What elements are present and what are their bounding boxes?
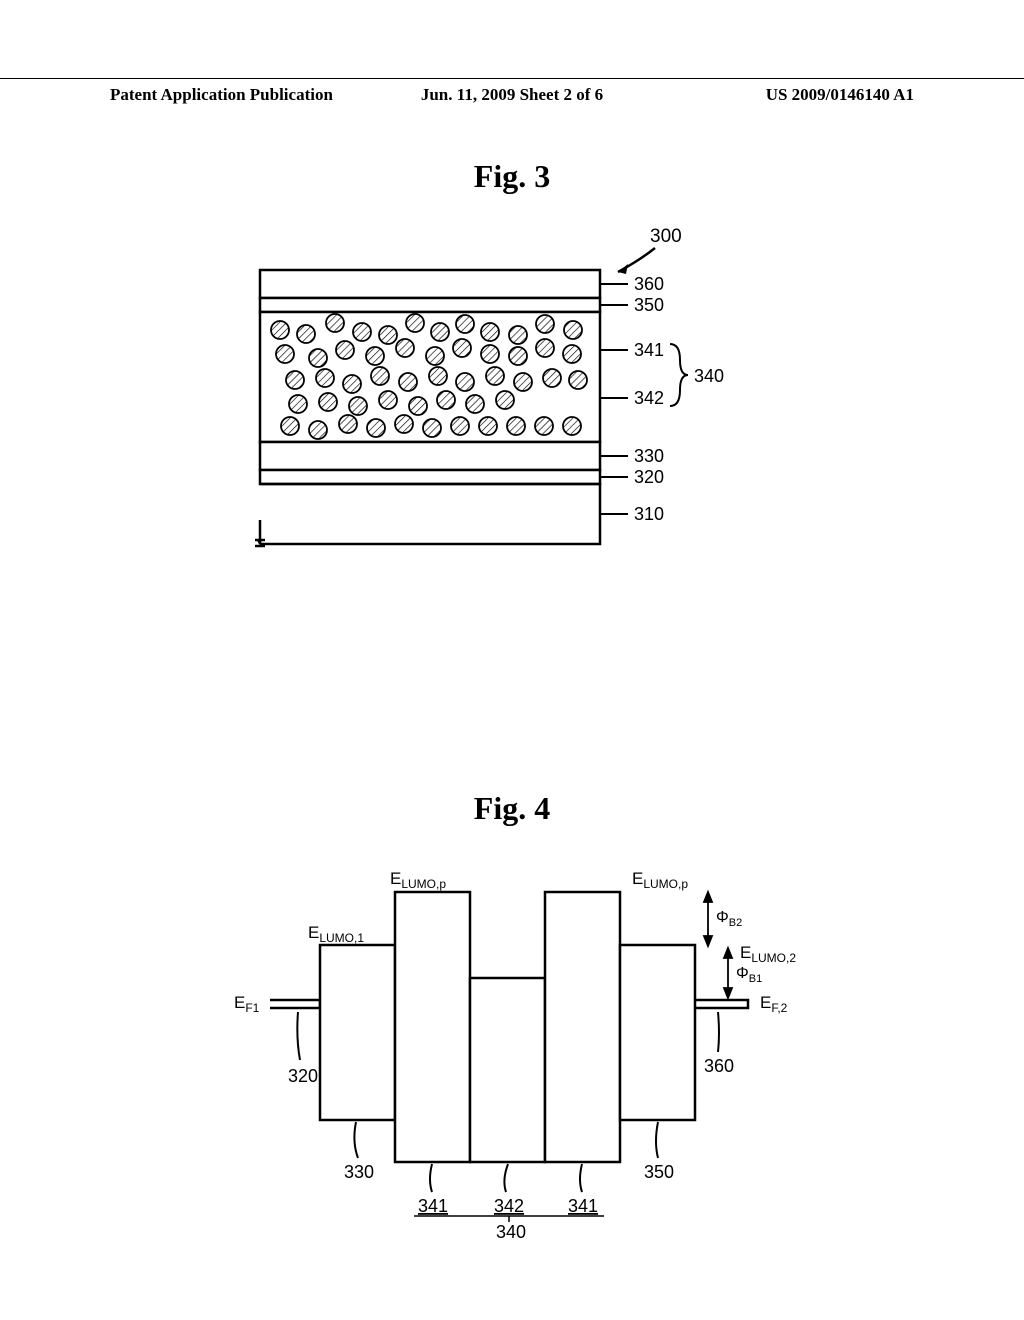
figure-4-title: Fig. 4: [474, 790, 550, 827]
svg-text:EF1: EF1: [234, 993, 260, 1015]
label-350: 350: [634, 295, 664, 315]
svg-text:ELUMO,p: ELUMO,p: [390, 869, 446, 891]
label-320: 320: [634, 467, 664, 487]
ref-342: 342: [494, 1196, 524, 1216]
device-ref-label: 300: [650, 226, 682, 247]
label-340: 340: [694, 366, 724, 386]
svg-text:ELUMO,2: ELUMO,2: [740, 943, 796, 965]
svg-text:ELUMO,1: ELUMO,1: [308, 923, 364, 945]
layer-310-sides: [260, 484, 600, 544]
ref-340: 340: [496, 1222, 526, 1242]
figure-3-title: Fig. 3: [474, 158, 550, 195]
label-360: 360: [634, 274, 664, 294]
substrate-break-mark: [255, 520, 265, 546]
figure-3-svg: 300: [240, 220, 780, 640]
figure-3: 300: [240, 220, 780, 640]
layer-320: [260, 470, 600, 484]
ref-330: 330: [344, 1162, 374, 1182]
brace-340: [670, 344, 688, 406]
layer-330: [260, 442, 600, 470]
label-310: 310: [634, 504, 664, 524]
header-left: Patent Application Publication: [110, 85, 333, 105]
header-right: US 2009/0146140 A1: [766, 85, 914, 105]
label-330: 330: [634, 446, 664, 466]
ref-350: 350: [644, 1162, 674, 1182]
layer-360: [260, 270, 600, 298]
phi-b1-arrows: [724, 948, 732, 998]
ref-341b: 341: [568, 1196, 598, 1216]
layer-stack: [260, 270, 600, 544]
label-342: 342: [634, 388, 664, 408]
page-header: Patent Application Publication Jun. 11, …: [0, 78, 1024, 105]
ref-360: 360: [704, 1056, 734, 1076]
svg-text:ΦB1: ΦB1: [736, 965, 762, 985]
label-341: 341: [634, 340, 664, 360]
ref-341a: 341: [418, 1196, 448, 1216]
leader-lines: [600, 284, 628, 514]
ref-320: 320: [288, 1066, 318, 1086]
svg-text:ΦB2: ΦB2: [716, 909, 742, 929]
svg-text:EF,2: EF,2: [760, 993, 788, 1015]
layer-350: [260, 298, 600, 312]
header-center: Jun. 11, 2009 Sheet 2 of 6: [421, 85, 603, 105]
figure-4-svg: ELUMO,p ELUMO,1 EF1 ELUMO,p ELUMO,2 EF,2…: [200, 860, 840, 1260]
svg-text:ELUMO,p: ELUMO,p: [632, 869, 688, 891]
figure-4: ELUMO,p ELUMO,1 EF1 ELUMO,p ELUMO,2 EF,2…: [200, 860, 840, 1230]
phi-b2-arrows: [704, 892, 712, 946]
